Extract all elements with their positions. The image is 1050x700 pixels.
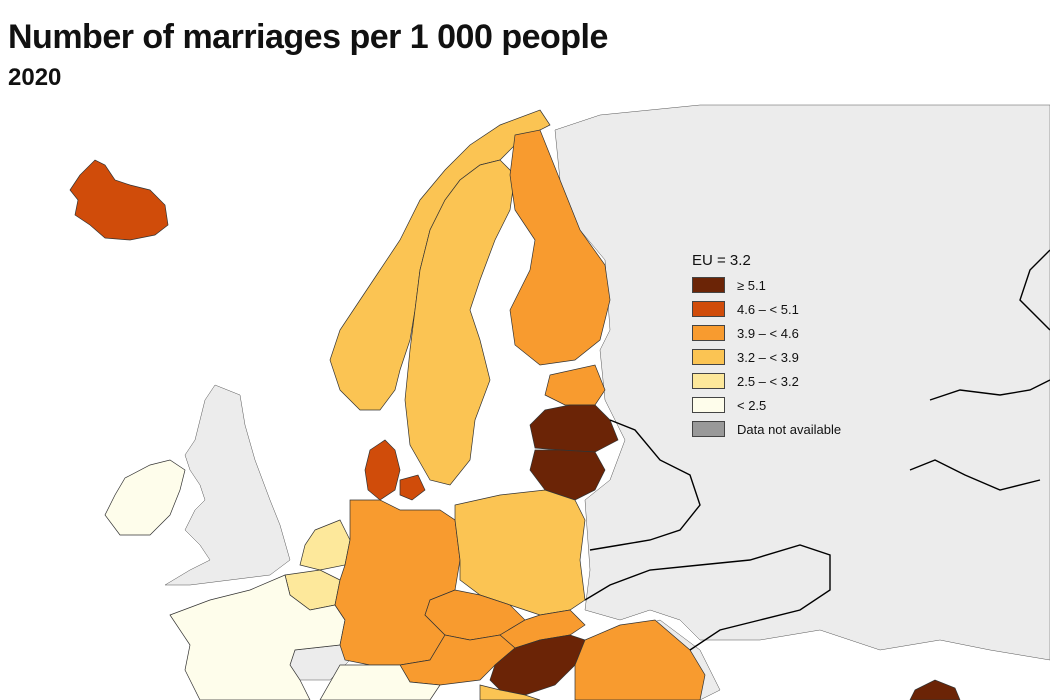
legend-label: 2.5 – < 3.2 (737, 373, 799, 389)
lithuania (529, 449, 606, 501)
legend-items: ≥ 5.1 4.6 – < 5.1 3.9 – < 4.6 3.2 – < 3.9 2.… (692, 273, 841, 441)
belarus-border (589, 419, 701, 551)
legend-label: Data not available (737, 421, 842, 437)
denmark-islands (399, 474, 426, 501)
map-legend: EU = 3.2 ≥ 5.1 4.6 – < 5.1 3.9 – < 4.6 3.2 … (692, 252, 841, 441)
map-title: Number of marriages per 1 000 people (8, 18, 608, 56)
non-reporting-land (164, 104, 1050, 700)
russia-border (909, 249, 1050, 491)
legend-item: Data not available (692, 417, 841, 441)
legend-label: 3.9 – < 4.6 (737, 325, 799, 341)
legend-swatch (692, 277, 725, 293)
latvia (529, 404, 619, 453)
russia-northwest (554, 104, 1050, 661)
finland (509, 129, 611, 366)
sweden (404, 159, 516, 486)
legend-swatch (692, 349, 725, 365)
legend-item: 3.2 – < 3.9 (692, 345, 841, 369)
legend-item: 3.9 – < 4.6 (692, 321, 841, 345)
legend-swatch (692, 301, 725, 317)
ireland (104, 459, 186, 536)
legend-title: EU = 3.2 (692, 252, 751, 269)
iceland (69, 159, 169, 241)
map-subtitle: 2020 (8, 64, 62, 91)
croatia (479, 684, 541, 700)
germany (334, 499, 461, 666)
legend-swatch (692, 325, 725, 341)
ukraine-border (584, 544, 831, 651)
legend-label: < 2.5 (737, 397, 767, 413)
legend-item: 2.5 – < 3.2 (692, 369, 841, 393)
legend-item: 4.6 – < 5.1 (692, 297, 841, 321)
legend-item: < 2.5 (692, 393, 841, 417)
bulgaria-edge (909, 679, 961, 700)
uk-island (164, 384, 291, 586)
legend-label: ≥ 5.1 (737, 277, 766, 293)
italy (319, 664, 441, 700)
denmark (364, 439, 401, 501)
legend-swatch (692, 421, 725, 437)
legend-swatch (692, 397, 725, 413)
estonia (544, 364, 606, 406)
legend-swatch (692, 373, 725, 389)
romania (574, 619, 706, 700)
europe-map (69, 104, 1050, 700)
legend-item: ≥ 5.1 (692, 273, 841, 297)
netherlands (299, 519, 351, 571)
legend-label: 3.2 – < 3.9 (737, 349, 799, 365)
legend-label: 4.6 – < 5.1 (737, 301, 799, 317)
